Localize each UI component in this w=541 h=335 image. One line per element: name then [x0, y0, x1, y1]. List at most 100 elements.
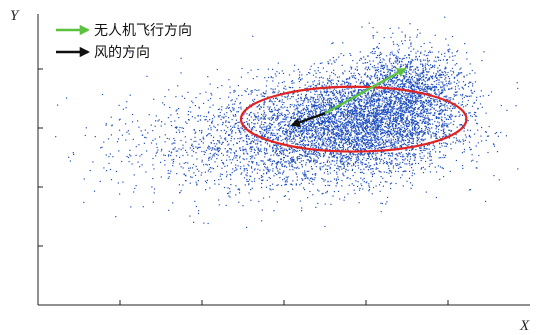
scatter-point	[397, 139, 399, 141]
scatter-point	[332, 130, 335, 133]
scatter-point	[394, 84, 396, 86]
scatter-point	[424, 105, 427, 107]
scatter-point	[338, 166, 340, 168]
scatter-point	[369, 147, 371, 149]
scatter-point	[471, 154, 473, 156]
scatter-point	[351, 100, 353, 102]
scatter-point	[375, 107, 377, 109]
scatter-point	[437, 125, 439, 127]
scatter-point	[344, 122, 346, 125]
scatter-point	[375, 152, 377, 154]
scatter-point	[420, 148, 422, 150]
scatter-point	[421, 142, 423, 145]
scatter-point	[369, 146, 372, 148]
scatter-point	[227, 126, 229, 129]
scatter-point	[313, 126, 315, 128]
scatter-point	[312, 126, 314, 128]
scatter-point	[320, 108, 322, 111]
scatter-point	[374, 95, 376, 97]
scatter-point	[402, 57, 404, 60]
scatter-point	[368, 115, 370, 117]
scatter-point	[401, 81, 404, 83]
scatter-point	[447, 71, 449, 74]
scatter-point	[402, 154, 404, 156]
scatter-point	[303, 108, 305, 110]
scatter-point	[330, 79, 332, 81]
scatter-point	[444, 117, 446, 119]
scatter-point	[368, 22, 370, 24]
scatter-point	[366, 181, 368, 183]
scatter-point	[488, 94, 490, 96]
scatter-point	[350, 91, 352, 94]
scatter-point	[468, 112, 470, 114]
scatter-point	[402, 43, 404, 45]
scatter-point	[426, 108, 428, 110]
scatter-point	[350, 145, 352, 147]
scatter-point	[282, 142, 285, 144]
scatter-point	[412, 140, 414, 143]
scatter-point	[372, 152, 374, 154]
scatter-point	[404, 86, 406, 88]
scatter-point	[384, 123, 386, 125]
scatter-point	[430, 156, 432, 158]
scatter-point	[380, 128, 382, 131]
scatter-point	[318, 80, 320, 82]
scatter-point	[433, 101, 435, 103]
scatter-point	[330, 154, 332, 156]
scatter-point	[360, 122, 362, 124]
scatter-point	[423, 90, 425, 92]
scatter-point	[358, 102, 361, 104]
scatter-point	[391, 155, 393, 157]
scatter-point	[390, 120, 392, 122]
scatter-point	[400, 60, 403, 62]
scatter-point	[411, 128, 413, 130]
scatter-point	[299, 200, 301, 202]
scatter-point	[386, 141, 388, 143]
scatter-point	[352, 103, 354, 105]
scatter-point	[448, 123, 450, 125]
scatter-point	[295, 130, 297, 132]
scatter-point	[334, 142, 336, 144]
scatter-point	[340, 121, 342, 123]
scatter-point	[353, 110, 355, 112]
scatter-point	[373, 126, 375, 128]
scatter-point	[360, 131, 362, 134]
scatter-point	[404, 34, 406, 36]
scatter-point	[397, 100, 399, 102]
scatter-point	[205, 119, 207, 121]
scatter-point	[301, 210, 303, 212]
scatter-point	[355, 99, 357, 101]
scatter-point	[316, 140, 318, 142]
scatter-point	[371, 174, 373, 176]
scatter-point	[390, 69, 392, 71]
scatter-point	[338, 145, 341, 147]
scatter-point	[369, 60, 371, 62]
scatter-point	[397, 138, 399, 140]
scatter-point	[365, 85, 367, 87]
scatter-point	[383, 59, 385, 61]
scatter-point	[348, 155, 350, 157]
scatter-point	[368, 85, 370, 87]
scatter-point	[384, 104, 386, 107]
scatter-point	[338, 137, 341, 139]
scatter-point	[336, 171, 338, 173]
scatter-point	[293, 104, 296, 106]
scatter-point	[338, 145, 340, 147]
scatter-point	[350, 87, 353, 89]
scatter-point	[397, 56, 399, 58]
scatter-point	[357, 107, 359, 109]
scatter-point	[432, 66, 434, 68]
scatter-point	[324, 225, 326, 228]
scatter-point	[266, 149, 268, 151]
scatter-point	[228, 79, 230, 81]
scatter-point	[377, 152, 379, 154]
scatter-point	[435, 130, 437, 133]
scatter-point	[341, 118, 343, 120]
scatter-point	[419, 119, 421, 121]
scatter-point	[312, 81, 314, 83]
scatter-point	[367, 76, 369, 78]
scatter-point	[462, 87, 464, 89]
scatter-point	[383, 106, 385, 109]
scatter-point	[380, 121, 382, 123]
scatter-point	[299, 71, 301, 73]
